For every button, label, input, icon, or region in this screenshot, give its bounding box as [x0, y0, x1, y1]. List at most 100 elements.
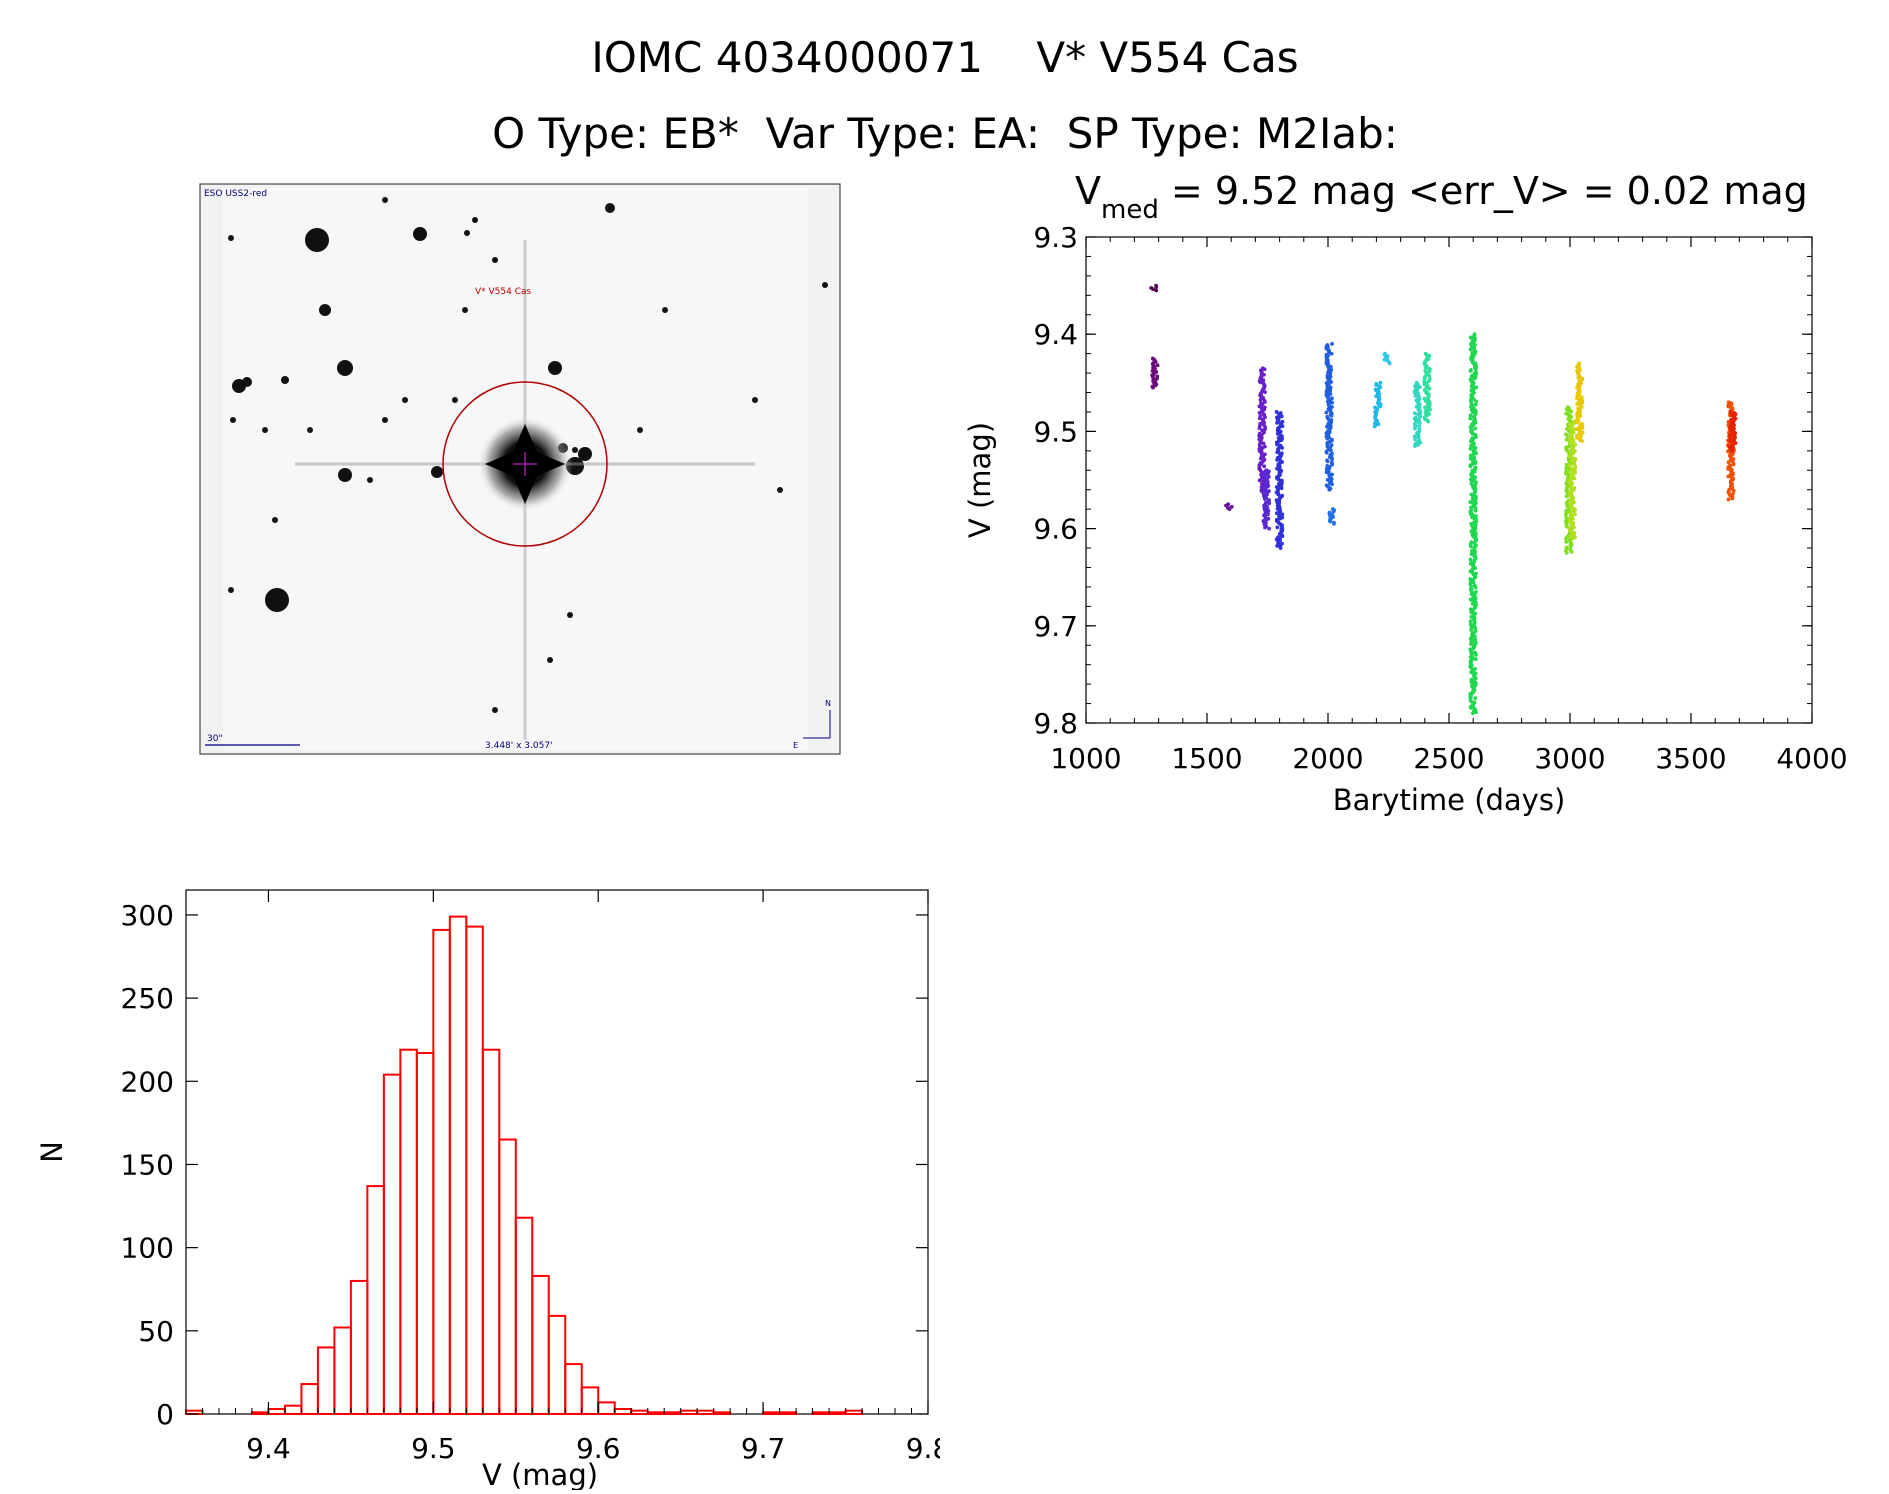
light-curve-point [1428, 407, 1432, 412]
y-tick-label: 9.4 [1033, 318, 1078, 351]
field-star [228, 235, 234, 241]
light-curve-point [1470, 711, 1475, 716]
histogram-chart: 9.4 9.5 9.6 9.7 9.8 0 50 100 150 200 250 300 V (mag… [40, 889, 940, 1490]
x-tick-label: 4000 [1776, 742, 1847, 775]
light-curve-point [1413, 437, 1417, 442]
light-curve-point [1382, 357, 1387, 362]
histogram-bar [762, 1411, 781, 1415]
light-curve-point [1469, 699, 1474, 704]
light-curve-point [1726, 449, 1730, 454]
field-star [382, 197, 388, 203]
light-curve-point [1469, 592, 1474, 597]
y-tick-label: 9.3 [1033, 221, 1078, 254]
x-tick-label: 1500 [1171, 742, 1242, 775]
field-star [452, 397, 458, 403]
light-curve-point [1473, 657, 1478, 662]
light-curve-point [1426, 419, 1431, 424]
light-curve-point [1568, 534, 1573, 539]
light-curve-point [1728, 425, 1732, 430]
light-curve-point [1473, 696, 1478, 701]
target-aperture-circle [442, 381, 608, 547]
histogram-bar [580, 1386, 600, 1416]
y-tick-label: 250 [121, 982, 174, 1015]
histogram-bar [778, 1411, 798, 1415]
light-curve-point [1573, 471, 1578, 475]
histogram-bar [366, 1185, 385, 1415]
light-curve-point [1265, 492, 1269, 497]
light-curve-point [1153, 383, 1158, 388]
light-curve-point [1276, 436, 1281, 440]
light-curve-point [1258, 380, 1263, 385]
light-curve-point [1417, 421, 1422, 426]
light-curve-point [1332, 521, 1336, 526]
light-curve-point [1275, 442, 1280, 447]
light-curve-plot-frame [1085, 236, 1813, 724]
light-curve-point [1427, 373, 1432, 378]
y-tick-label: 150 [121, 1148, 174, 1181]
light-curve-point [1569, 549, 1574, 554]
light-curve-point [1575, 435, 1579, 440]
title-rest: = 9.52 mag <err_V> = 0.02 mag [1159, 169, 1808, 213]
field-star [413, 227, 427, 241]
light-curve-point [1324, 410, 1329, 415]
light-curve-point [1262, 464, 1267, 469]
y-tick-label: 50 [138, 1315, 174, 1348]
light-curve-point [1229, 504, 1234, 509]
light-curve-point [1262, 496, 1267, 501]
light-curve-point [1278, 546, 1283, 550]
field-star [578, 447, 592, 461]
light-curve-point [1580, 426, 1585, 430]
light-curve-point [1330, 462, 1334, 467]
field-star [382, 417, 388, 423]
light-curve-point [1329, 413, 1334, 418]
light-curve-point [1280, 424, 1285, 429]
light-curve-point [1471, 580, 1476, 585]
light-curve-chart: Vmed = 9.52 mag <err_V> = 0.02 mag 1000 1… [963, 169, 1848, 817]
light-curve-point [1473, 366, 1478, 371]
light-curve-point [1469, 705, 1473, 710]
light-curve-point [1325, 459, 1330, 464]
light-curve-point [1278, 516, 1282, 521]
light-curve-point [1470, 410, 1475, 415]
light-curve-point [1726, 474, 1731, 479]
light-curve-points [1149, 283, 1738, 716]
light-curve-point [1374, 394, 1378, 399]
light-curve-point [1474, 652, 1478, 657]
light-curve-point [1279, 414, 1284, 419]
title-subscript: med [1101, 195, 1159, 225]
histogram-bar [415, 1052, 435, 1415]
light-curve-point [1580, 439, 1584, 444]
field-star [307, 427, 313, 433]
histogram-bars [185, 915, 864, 1416]
x-tick-label: 2500 [1413, 742, 1484, 775]
light-curve-point [1279, 486, 1284, 491]
light-curve-point [1387, 361, 1392, 366]
field-star [605, 203, 615, 213]
light-curve-point [1330, 342, 1334, 346]
light-curve-point [1267, 501, 1272, 506]
x-tick-label: 9.6 [576, 1432, 621, 1465]
light-curve-point [1378, 380, 1383, 385]
histogram-bar [333, 1326, 352, 1415]
histogram-bar [564, 1363, 583, 1416]
field-star [567, 612, 573, 618]
light-curve-point [1733, 431, 1738, 435]
field-star [262, 427, 268, 433]
histogram-ticks: 9.4 9.5 9.6 9.7 9.8 0 50 100 150 200 250 300 [121, 890, 940, 1465]
histogram-bar [267, 1408, 286, 1415]
light-curve-point [1261, 378, 1266, 383]
light-curve-point [1572, 500, 1576, 505]
light-curve-point [1151, 385, 1155, 390]
y-tick-label: 300 [121, 899, 174, 932]
light-curve-point [1564, 540, 1569, 544]
light-curve-point [1726, 466, 1730, 471]
x-tick-label: 1000 [1050, 742, 1121, 775]
histogram-bar [498, 1138, 517, 1415]
compass-n-label: N [825, 699, 831, 708]
field-star [305, 228, 329, 252]
histogram-ylabel: N [40, 1141, 69, 1163]
light-curve-title: Vmed = 9.52 mag <err_V> = 0.02 mag [1075, 169, 1808, 225]
x-tick-label: 9.5 [411, 1432, 456, 1465]
light-curve-point [1567, 463, 1572, 468]
light-curve-point [1469, 610, 1474, 615]
